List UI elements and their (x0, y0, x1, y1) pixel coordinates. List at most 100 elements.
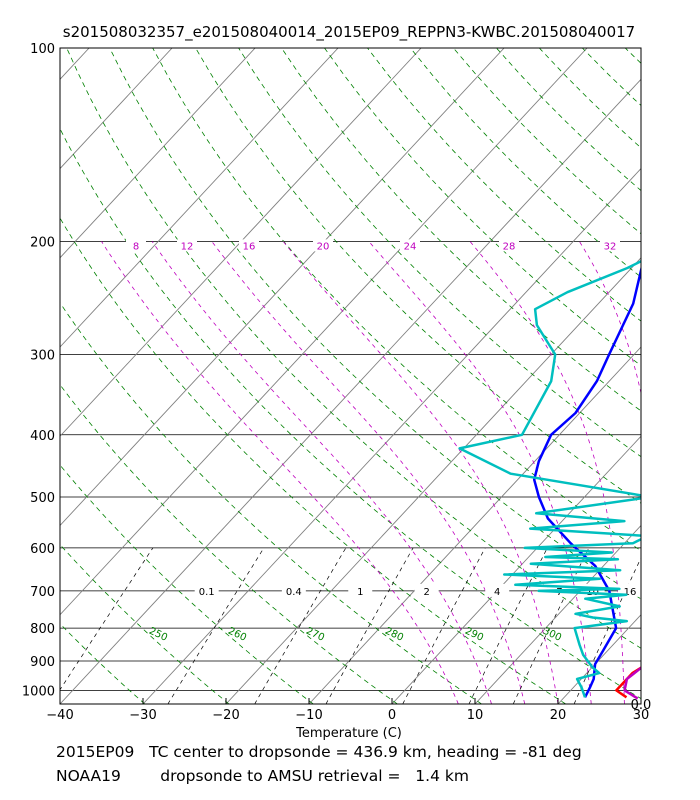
moist-adiabat-label: 16 (243, 241, 256, 252)
y-tick-label: 600 (30, 542, 55, 557)
mixing-ratio-label: 2 (423, 587, 429, 598)
mixing-ratio-line (402, 547, 486, 704)
x-tick-label: −40 (46, 708, 73, 723)
y-tick-label: 300 (30, 348, 55, 363)
dry-adiabat (60, 127, 641, 700)
plot-axes: −40 −30 −20 −10 0 10 20 30 100 200 300 400 500 600 700… (22, 42, 651, 723)
dry-adiabat (109, 48, 641, 600)
y-tick-label: 1000 (22, 684, 55, 699)
moist-adiabat (368, 241, 592, 704)
isotherm (142, 167, 641, 704)
dry-adiabat (624, 48, 641, 64)
dry-adiabat (281, 48, 641, 412)
temperature-profile (615, 666, 641, 699)
dry-adiabat (60, 217, 566, 704)
dry-adiabat (60, 702, 61, 704)
moist-adiabat-label: 12 (181, 241, 194, 252)
retrieval_dewpoint-profile (458, 259, 641, 698)
moist-adiabat-label-bg (239, 239, 259, 252)
moist-adiabat-label: 24 (404, 241, 417, 252)
dry-adiabat (60, 302, 482, 704)
isotherm (0, 48, 6, 704)
moist-adiabat (282, 241, 559, 704)
isotherm (60, 48, 422, 437)
mixing-ratio-label: 0.1 (199, 587, 215, 598)
retrieval-profile (623, 666, 641, 700)
mixing-ratio-line (468, 547, 548, 704)
x-tick-label: −30 (129, 708, 156, 723)
mixing-ratio-label-bg (414, 583, 439, 597)
mixing-ratio-line (573, 557, 641, 704)
corner-label: 0.0 (631, 698, 652, 713)
x-tick-label: 20 (550, 708, 567, 723)
mixing-ratio-line (254, 547, 347, 704)
footer-distance-line: 2015EP09 TC center to dropsonde = 436.9 … (56, 743, 582, 761)
moist-adiabat-label: 32 (604, 241, 617, 252)
mixing-ratio-line (325, 547, 414, 704)
mixing-ratio-label-bg (281, 583, 306, 597)
x-tick-label: 10 (467, 708, 484, 723)
isotherm (60, 48, 505, 527)
dewpoint-profile (532, 265, 641, 698)
y-tick-label: 100 (30, 42, 55, 57)
dry-adiabat (238, 48, 641, 458)
mixing-ratio-label: 1 (357, 587, 363, 598)
dry-adiabat (60, 384, 398, 704)
dry-adiabat (367, 48, 641, 322)
dry-adiabat (66, 48, 641, 649)
dry-adiabat (453, 48, 641, 235)
mixing-ratio-label: 4 (494, 587, 500, 598)
moist-adiabat-label-bg (600, 239, 620, 252)
isotherm (60, 48, 339, 348)
dry-adiabat (324, 48, 641, 367)
moist-adiabat (101, 241, 459, 704)
isotherm (60, 48, 173, 170)
mixing-ratio-line (60, 547, 154, 691)
plot-series (458, 259, 641, 700)
isotherm (60, 48, 256, 259)
isotherm (225, 257, 641, 704)
dry-adiabat (195, 48, 641, 504)
x-tick-label: 0 (388, 708, 396, 723)
mixing-ratio-label-bg (485, 583, 510, 597)
footer-retrieval-line: NOAA19 dropsonde to AMSU retrieval = 1.4… (56, 767, 469, 785)
y-tick-label: 800 (30, 622, 55, 637)
moist-adiabat-label: 20 (317, 241, 330, 252)
x-tick-label: −20 (212, 708, 239, 723)
isotherm (60, 48, 588, 616)
moist-adiabat-label-bg (177, 239, 197, 252)
isotherm (60, 48, 90, 80)
dry-adiabat (410, 48, 641, 278)
isotherm (308, 346, 641, 704)
dry-adiabat (60, 464, 314, 704)
moist-adiabat-label: 8 (133, 241, 139, 252)
isotherm (557, 614, 641, 704)
dry-adiabat (60, 623, 146, 704)
moist-adiabat-label: 28 (503, 241, 516, 252)
y-tick-label: 500 (30, 491, 55, 506)
moist-adiabat-label-bg (499, 239, 519, 252)
x-tick-label: 30 (633, 708, 650, 723)
mixing-ratio-line (167, 547, 265, 704)
plot-frame (59, 47, 642, 705)
mixing-ratio-label-bg (194, 583, 219, 597)
moist-adiabat-label-bg (313, 239, 333, 252)
mixing-ratio-label: 16 (624, 587, 637, 598)
x-tick-label: −10 (295, 708, 322, 723)
y-tick-label: 400 (30, 429, 55, 444)
mixing-ratio-label-bg (348, 583, 373, 597)
x-axis-label: Temperature (C) (295, 726, 402, 741)
chart-title: s201508032357_e201508040014_2015EP09_REP… (63, 23, 635, 42)
isotherm (60, 78, 641, 704)
y-tick-label: 900 (30, 655, 55, 670)
isotherm (474, 524, 641, 704)
isotherm (640, 703, 641, 704)
y-tick-label: 700 (30, 585, 55, 600)
isotherm (391, 435, 641, 704)
moist-adiabat-label-bg (400, 239, 420, 252)
mixing-ratio-label: 0.4 (286, 587, 302, 598)
moist-adiabat (211, 241, 526, 704)
moist-adiabat (151, 241, 492, 704)
